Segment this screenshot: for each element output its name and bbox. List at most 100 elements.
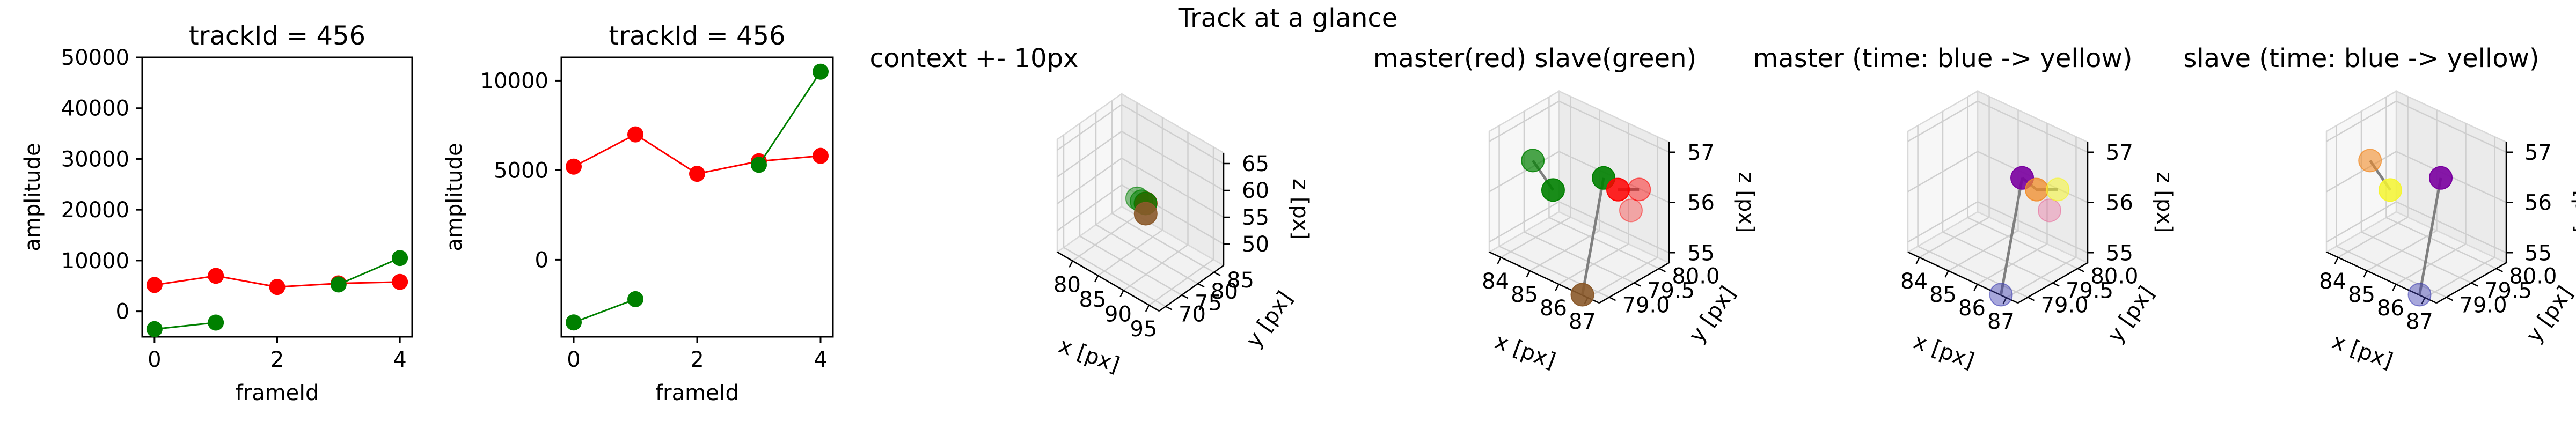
y-tick-mark	[2446, 297, 2454, 301]
grid-line-z-back	[1121, 103, 1224, 165]
y-tick-mark	[1197, 283, 1205, 288]
y-tick-mark	[1165, 306, 1173, 310]
figure-title: Track at a glance	[1178, 3, 1398, 33]
x-tick-mark	[1145, 305, 1150, 312]
data-point	[392, 250, 408, 267]
y-tick-label: 70	[1179, 302, 1206, 327]
series-line	[154, 321, 216, 330]
y-tick-label: 79.5	[2066, 279, 2113, 304]
x-tick-label: 95	[1130, 317, 1158, 342]
y-axis-label: amplitude	[442, 143, 467, 251]
data-point	[813, 63, 829, 80]
y-tick-label: 85	[1227, 268, 1254, 293]
series-line	[338, 257, 400, 285]
x-tick-mark	[1526, 270, 1531, 278]
x-axis-label: frameId	[236, 381, 319, 405]
z-axis-label: z [px]	[2152, 172, 2177, 233]
y-tick-mark	[2052, 282, 2060, 287]
grid-line-z-side	[1489, 100, 1560, 142]
data-point-3d	[1570, 283, 1594, 307]
x-tick-mark	[1915, 257, 1920, 264]
y-tick-label: 80	[1211, 279, 1238, 304]
y-tick-label: 79.0	[1622, 293, 1670, 317]
data-point	[627, 126, 643, 143]
grid-line-y-floor	[2385, 217, 2497, 269]
grid-line-x-floor	[1148, 258, 1214, 306]
track-link-line	[2418, 177, 2442, 295]
data-point-3d	[1989, 283, 2013, 307]
x-tick-label: 2	[690, 347, 704, 372]
x-tick-label: 0	[567, 347, 580, 372]
grid-line-z-side	[2326, 201, 2397, 243]
data-point-3d	[1521, 149, 1545, 173]
data-point	[146, 277, 163, 293]
z-tick-label: 56	[2106, 191, 2133, 216]
x-tick-label: 86	[1958, 296, 1986, 321]
y-tick-mark	[1181, 294, 1189, 299]
x-tick-label: 84	[2319, 269, 2346, 294]
grid-line-y-floor	[1063, 247, 1166, 307]
x-tick-mark	[1069, 260, 1073, 268]
data-point-3d	[1541, 178, 1565, 202]
panel-title: trackId = 456	[189, 21, 365, 51]
x-tick-mark	[2392, 284, 2397, 291]
x-axis-line	[1057, 251, 1160, 312]
z-tick-label: 57	[2106, 140, 2133, 165]
data-point	[689, 166, 705, 182]
y-tick-mark	[1609, 297, 1616, 301]
z-tick-label: 50	[1242, 232, 1269, 257]
data-point	[269, 279, 286, 295]
grid-line-z-back	[2396, 201, 2507, 254]
grid-line-y-floor	[1079, 235, 1182, 296]
grid-line-y-floor	[1111, 212, 1214, 273]
y-tick-mark	[2028, 297, 2035, 301]
z-tick-label: 55	[2106, 241, 2133, 265]
series-line	[758, 71, 822, 166]
x-tick-mark	[2334, 257, 2339, 264]
x-tick-label: 85	[1929, 283, 1957, 307]
data-point-3d	[1133, 202, 1158, 226]
y-tick-label: 10000	[480, 69, 548, 93]
grid-line-y-floor	[1942, 231, 2053, 284]
grid-line-z-back	[1977, 100, 2088, 153]
data-point-3d	[2037, 198, 2061, 223]
data-point-3d	[2025, 177, 2049, 202]
x-tick-mark	[2363, 270, 2368, 278]
grid-line-z-back	[1558, 100, 1670, 153]
x-tick-label: 87	[1569, 309, 1596, 334]
panel-3d-context: context +- 10px x [px] y [px] z [px] 808…	[870, 43, 1313, 378]
x-tick-label: 85	[1079, 287, 1107, 312]
x-tick-label: 80	[1053, 273, 1081, 298]
panel-amplitude-1: trackId = 456 frameId amplitude 0 2 4 0 1000…	[20, 21, 413, 405]
y-tick-label: 10000	[61, 249, 129, 273]
y-tick-mark	[1634, 282, 1641, 287]
y-tick-label: 80.0	[2509, 264, 2557, 289]
z-tick-label: 57	[2524, 140, 2552, 165]
y-tick-label: 30000	[61, 147, 129, 172]
grid-line-z-back	[2396, 100, 2507, 153]
y-tick-mark	[2496, 268, 2503, 272]
y-tick-label: 80.0	[2090, 264, 2138, 289]
z-tick-label: 55	[1242, 205, 1269, 230]
y-tick-label: 79.5	[2484, 279, 2532, 304]
panel-3d-master-slave: master(red) slave(green) x [px] y [px] z…	[1373, 43, 1758, 374]
x-axis-line	[2326, 251, 2437, 304]
x-tick-label: 2	[270, 347, 284, 372]
grid-line-z-side	[1907, 201, 1978, 243]
y-tick-label: 79.0	[2041, 293, 2089, 317]
y-tick-label: 79.0	[2460, 293, 2507, 317]
grid-line-z-side	[1907, 100, 1978, 142]
x-tick-mark	[1094, 275, 1099, 283]
data-point	[146, 321, 163, 337]
z-tick-label: 56	[2524, 191, 2552, 216]
y-tick-label: 20000	[61, 198, 129, 223]
x-tick-label: 87	[1987, 309, 2015, 334]
z-tick-label: 57	[1687, 140, 1715, 165]
z-tick-label: 55	[1687, 241, 1715, 265]
panel-3d-master-time: master (time: blue -> yellow) x [px] y […	[1753, 43, 2177, 374]
data-point-3d	[2378, 178, 2402, 202]
track-link-line	[2000, 177, 2024, 295]
x-tick-label: 4	[393, 347, 406, 372]
